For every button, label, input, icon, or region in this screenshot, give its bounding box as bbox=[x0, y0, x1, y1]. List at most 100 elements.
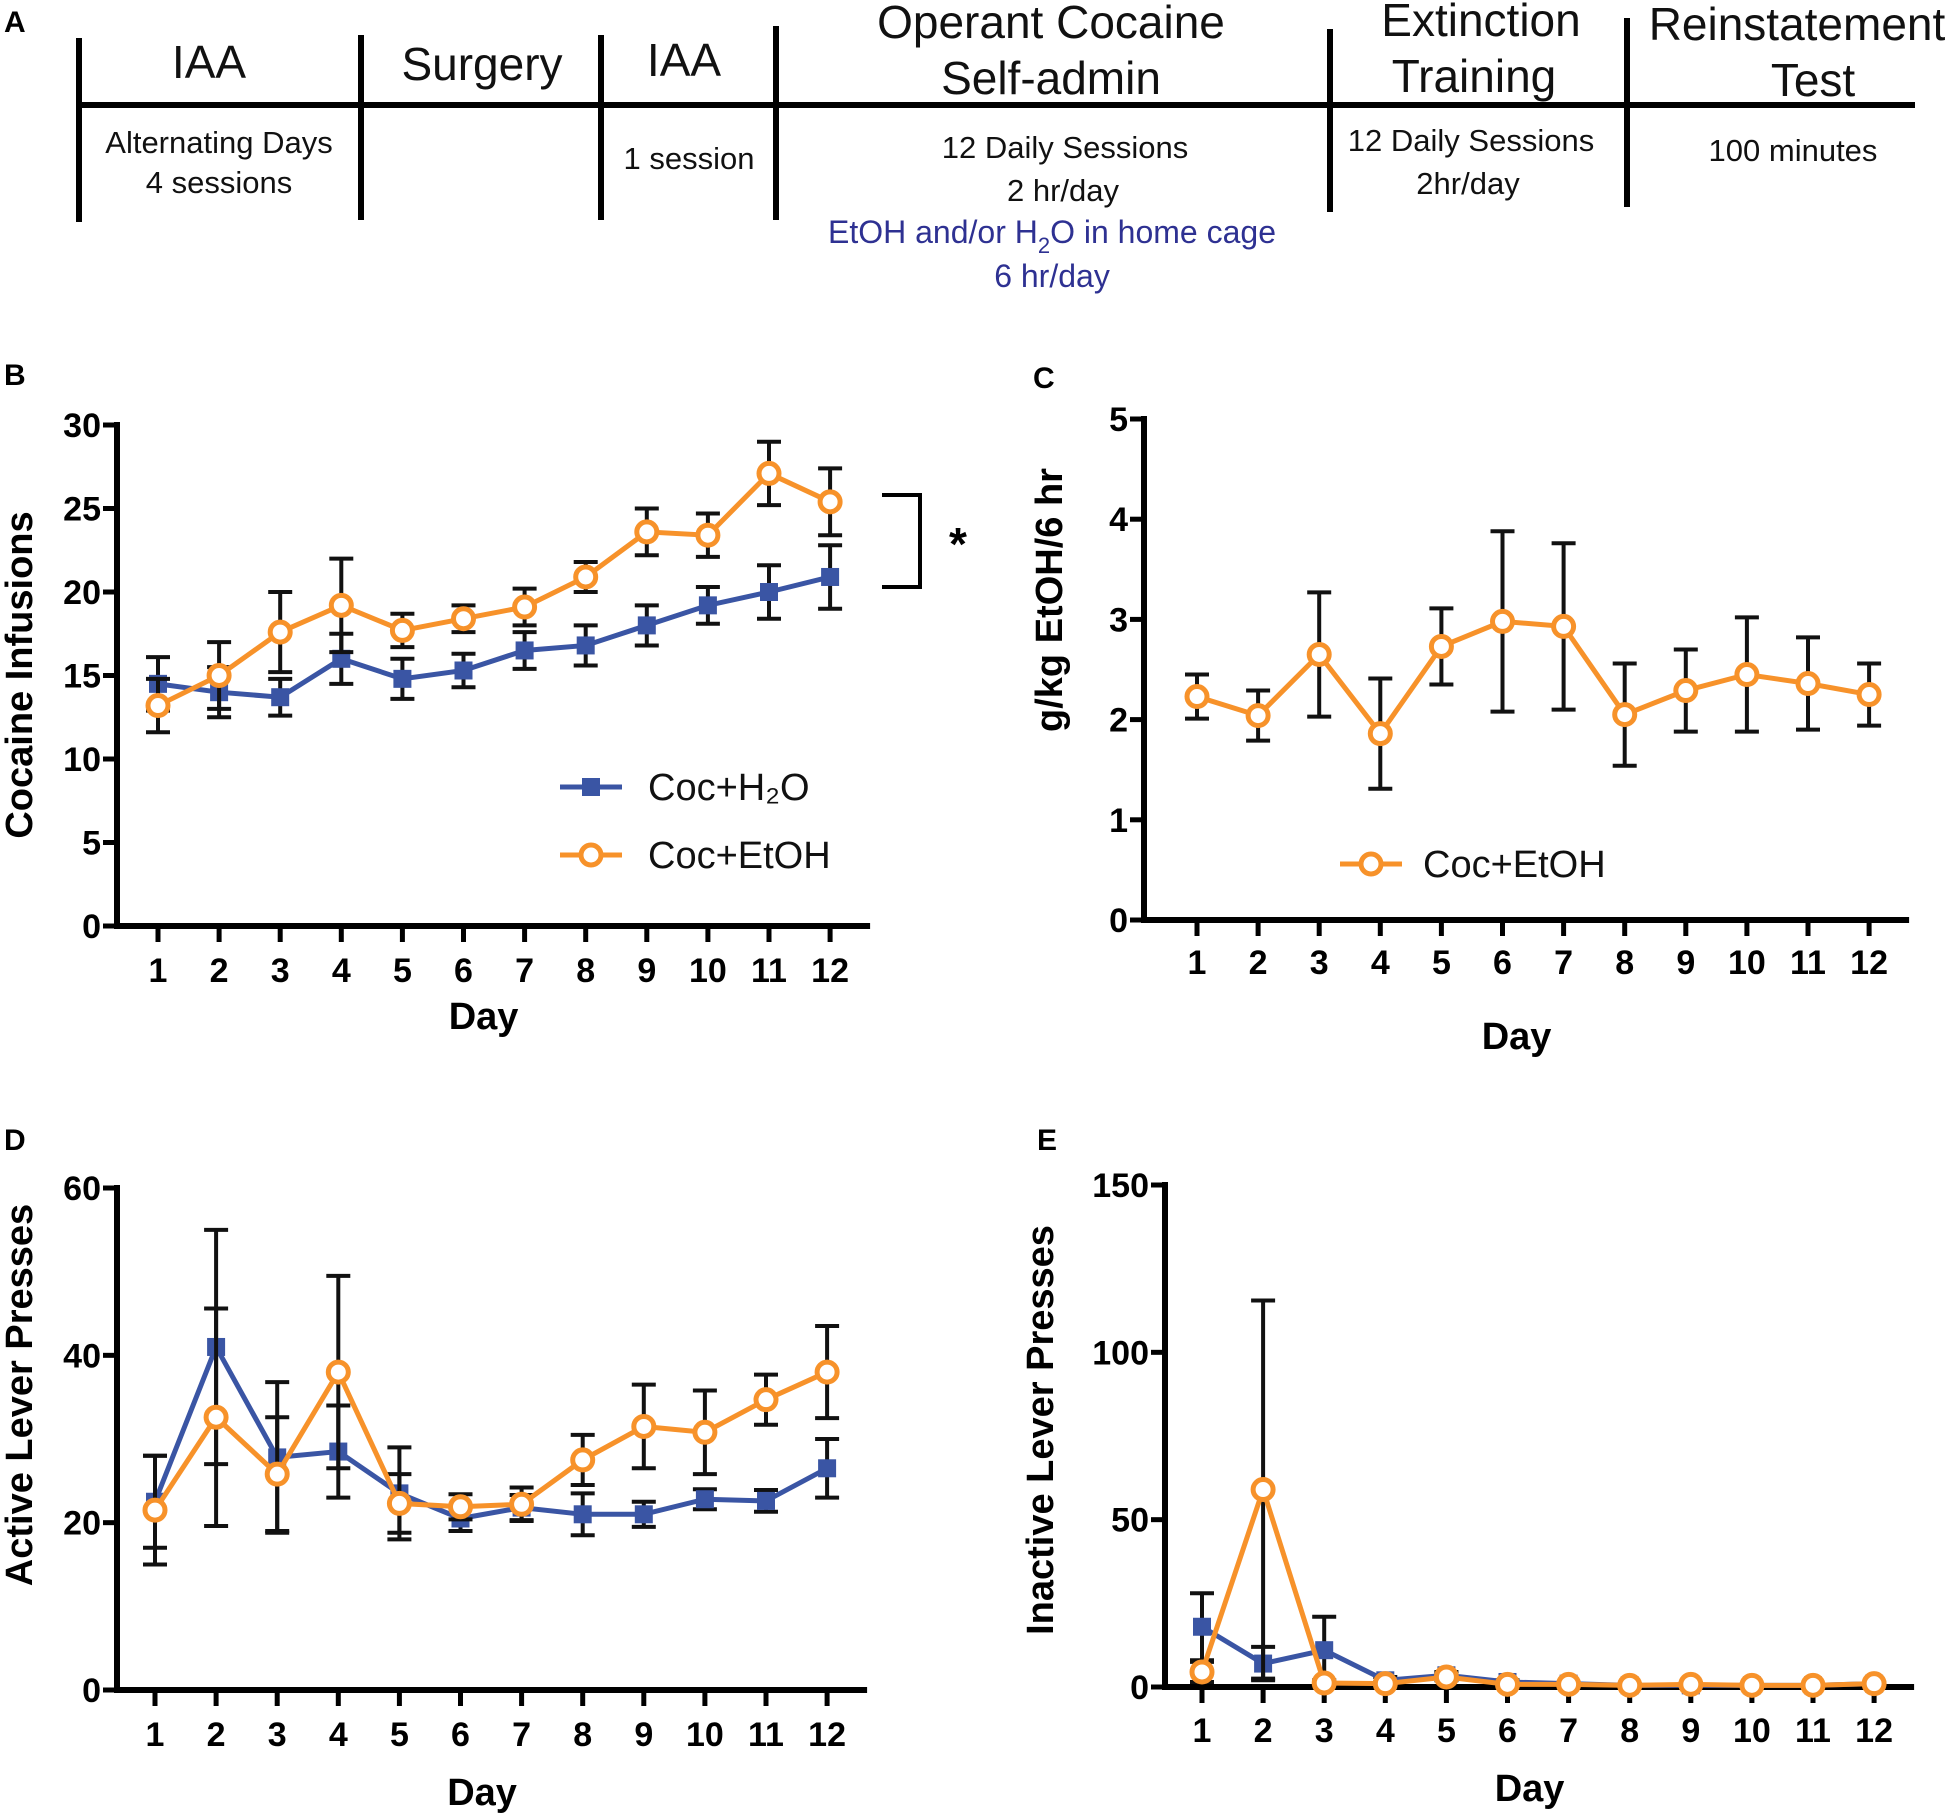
y-tick-label: 15 bbox=[63, 658, 101, 696]
x-tick-label: 3 bbox=[268, 1716, 287, 1754]
data-point bbox=[1433, 1664, 1459, 1690]
x-tick-label: 12 bbox=[1850, 944, 1888, 982]
data-point bbox=[760, 583, 778, 601]
series-coc-h2o bbox=[1190, 1591, 1887, 1695]
data-point bbox=[634, 519, 660, 545]
data-point bbox=[814, 1359, 840, 1385]
stage-2-title: Surgery bbox=[401, 38, 562, 90]
x-tick-label: 6 bbox=[454, 952, 473, 990]
y-axis-label: Inactive Lever Presses bbox=[1020, 1225, 1062, 1635]
data-point bbox=[1739, 1672, 1765, 1698]
x-tick-label: 11 bbox=[1795, 1712, 1831, 1750]
y-tick-label: 60 bbox=[63, 1170, 101, 1208]
data-point bbox=[1367, 721, 1393, 747]
data-point bbox=[1734, 662, 1760, 688]
y-tick-label: 30 bbox=[63, 407, 101, 445]
series-line bbox=[157, 574, 831, 700]
data-point bbox=[509, 1491, 535, 1517]
data-point bbox=[1428, 633, 1454, 659]
x-tick-label: 3 bbox=[1315, 1712, 1334, 1750]
data-point bbox=[1306, 641, 1332, 667]
panel-label-a: A bbox=[4, 6, 26, 39]
data-point bbox=[1189, 1659, 1215, 1685]
x-tick-label: 6 bbox=[1498, 1712, 1517, 1750]
y-tick-label: 25 bbox=[63, 491, 101, 529]
x-tick-label: 9 bbox=[634, 1716, 653, 1754]
stage-6-title-line-2: Test bbox=[1771, 54, 1856, 106]
data-point bbox=[757, 1491, 775, 1510]
legend-marker bbox=[1358, 851, 1384, 877]
data-point bbox=[142, 1497, 168, 1523]
stage-3-title: IAA bbox=[647, 34, 721, 86]
data-point bbox=[576, 636, 595, 655]
y-tick-label: 150 bbox=[1092, 1167, 1149, 1205]
x-tick-label: 3 bbox=[271, 952, 290, 990]
x-tick-label: 8 bbox=[576, 952, 595, 990]
stage-4-title-line-1: Operant Cocaine bbox=[877, 0, 1225, 48]
y-tick-label: 20 bbox=[63, 574, 101, 612]
timeline-panel: A IAA Alternating Days 4 sessions Surger… bbox=[4, 0, 1946, 294]
x-tick-label: 4 bbox=[329, 1716, 348, 1754]
x-tick-label: 6 bbox=[1493, 944, 1512, 982]
y-tick-label: 10 bbox=[63, 741, 101, 779]
x-tick-label: 7 bbox=[1559, 1712, 1578, 1750]
x-tick-label: 2 bbox=[1254, 1712, 1273, 1750]
x-tick-label: 2 bbox=[1249, 944, 1268, 982]
y-tick-label: 20 bbox=[63, 1505, 101, 1543]
x-tick-label: 8 bbox=[1615, 944, 1634, 982]
data-point bbox=[817, 489, 843, 515]
stage-6-title-line-1: Reinstatement bbox=[1649, 0, 1946, 50]
panel-label-e: E bbox=[1037, 1124, 1057, 1157]
x-tick-label: 9 bbox=[1681, 1712, 1700, 1750]
data-point bbox=[386, 1490, 412, 1516]
data-point bbox=[1495, 1671, 1520, 1697]
stage-5-detail-line-1: 12 Daily Sessions bbox=[1348, 123, 1594, 158]
data-point bbox=[1250, 1477, 1276, 1503]
series-line bbox=[1200, 1624, 1875, 1688]
panel-label-b: B bbox=[4, 359, 26, 392]
legend-marker bbox=[578, 842, 604, 868]
data-point bbox=[515, 641, 534, 660]
x-tick-label: 4 bbox=[1371, 944, 1390, 982]
x-tick-label: 10 bbox=[1728, 944, 1766, 982]
x-tick-label: 4 bbox=[1376, 1712, 1395, 1750]
panel-label-c: C bbox=[1033, 362, 1055, 395]
stage-5-title-line-1: Extinction bbox=[1381, 0, 1580, 46]
data-point bbox=[753, 1387, 779, 1413]
data-point bbox=[1856, 682, 1882, 708]
data-point bbox=[1678, 1671, 1704, 1697]
series-coc-etoh bbox=[142, 1273, 840, 1567]
data-point bbox=[203, 1404, 229, 1430]
x-tick-label: 1 bbox=[1188, 944, 1207, 982]
x-tick-label: 8 bbox=[1620, 1712, 1639, 1750]
y-tick-label: 1 bbox=[1109, 802, 1128, 840]
series-line bbox=[156, 470, 832, 708]
y-tick-label: 5 bbox=[1109, 401, 1128, 439]
data-point bbox=[695, 1490, 714, 1509]
x-tick-label: 12 bbox=[811, 952, 849, 990]
stage-1-title: IAA bbox=[172, 36, 246, 88]
data-point bbox=[698, 596, 717, 615]
data-point bbox=[818, 1459, 837, 1478]
y-tick-label: 100 bbox=[1092, 1334, 1149, 1372]
x-tick-label: 12 bbox=[808, 1716, 846, 1754]
x-tick-label: 10 bbox=[686, 1716, 724, 1754]
stage-5-detail-line-2: 2hr/day bbox=[1416, 166, 1520, 201]
data-point bbox=[325, 1359, 351, 1385]
x-tick-label: 1 bbox=[1193, 1712, 1212, 1750]
stage-1-detail-line-1: Alternating Days bbox=[105, 125, 332, 160]
data-point bbox=[692, 1419, 718, 1445]
y-axis-label: g/kg EtOH/6 hr bbox=[1029, 468, 1071, 732]
stage-4-detail-line-1: 12 Daily Sessions bbox=[942, 130, 1188, 165]
x-tick-label: 1 bbox=[146, 1716, 165, 1754]
x-tick-label: 3 bbox=[1310, 944, 1329, 982]
data-point bbox=[634, 1505, 653, 1524]
legend: Coc+H₂O Coc+EtOH bbox=[560, 767, 831, 877]
x-tick-label: 4 bbox=[332, 952, 351, 990]
x-tick-label: 10 bbox=[1733, 1712, 1771, 1750]
x-axis-label: Day bbox=[449, 996, 519, 1038]
series-line bbox=[152, 1366, 829, 1512]
stage-5-title-line-2: Training bbox=[1392, 50, 1556, 102]
